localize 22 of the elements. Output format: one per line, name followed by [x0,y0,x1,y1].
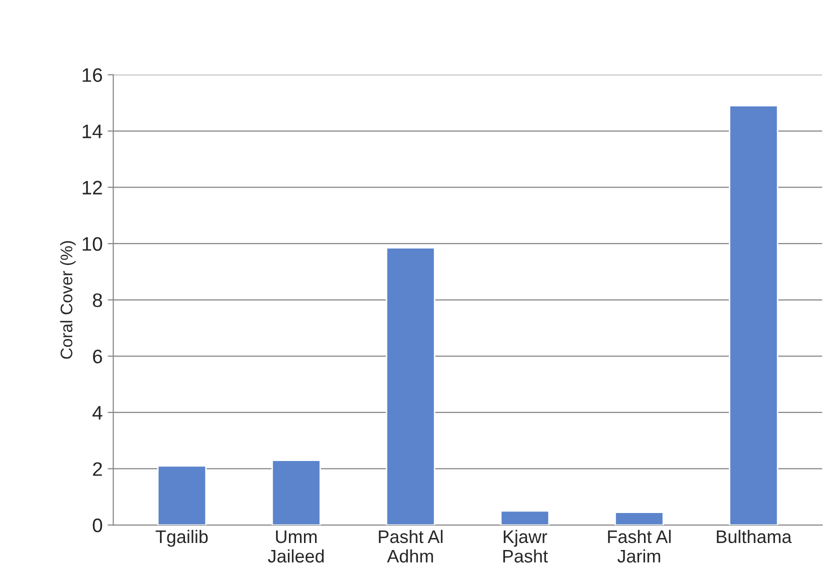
x-tick-label: Umm Jaileed [268,530,324,563]
x-tick-label: Bulthama [716,530,792,544]
y-axis-title: Coral Cover (%) [60,241,76,359]
bar [614,512,664,526]
y-tick-label: 14 [82,124,102,138]
bar [386,247,436,526]
y-tick-label: 4 [92,406,102,420]
bar [728,105,778,526]
y-tick-label: 2 [93,462,102,476]
y-tick-label: 16 [82,68,102,82]
y-tick-label: 12 [82,180,102,194]
x-tick-label: Kjawr Pasht [503,530,548,563]
x-tick-label: Tgailib [156,530,208,547]
x-tick-label: Fasht Al Jarim [608,530,671,563]
bar [500,510,550,526]
y-tick-label: 0 [92,518,102,532]
x-tick-label: Pasht Al Adhm [378,530,442,563]
y-tick-label: 8 [92,293,102,308]
y-tick-label: 10 [82,237,102,251]
bar [272,460,321,526]
bar [157,465,207,526]
y-tick-label: 6 [93,350,102,364]
